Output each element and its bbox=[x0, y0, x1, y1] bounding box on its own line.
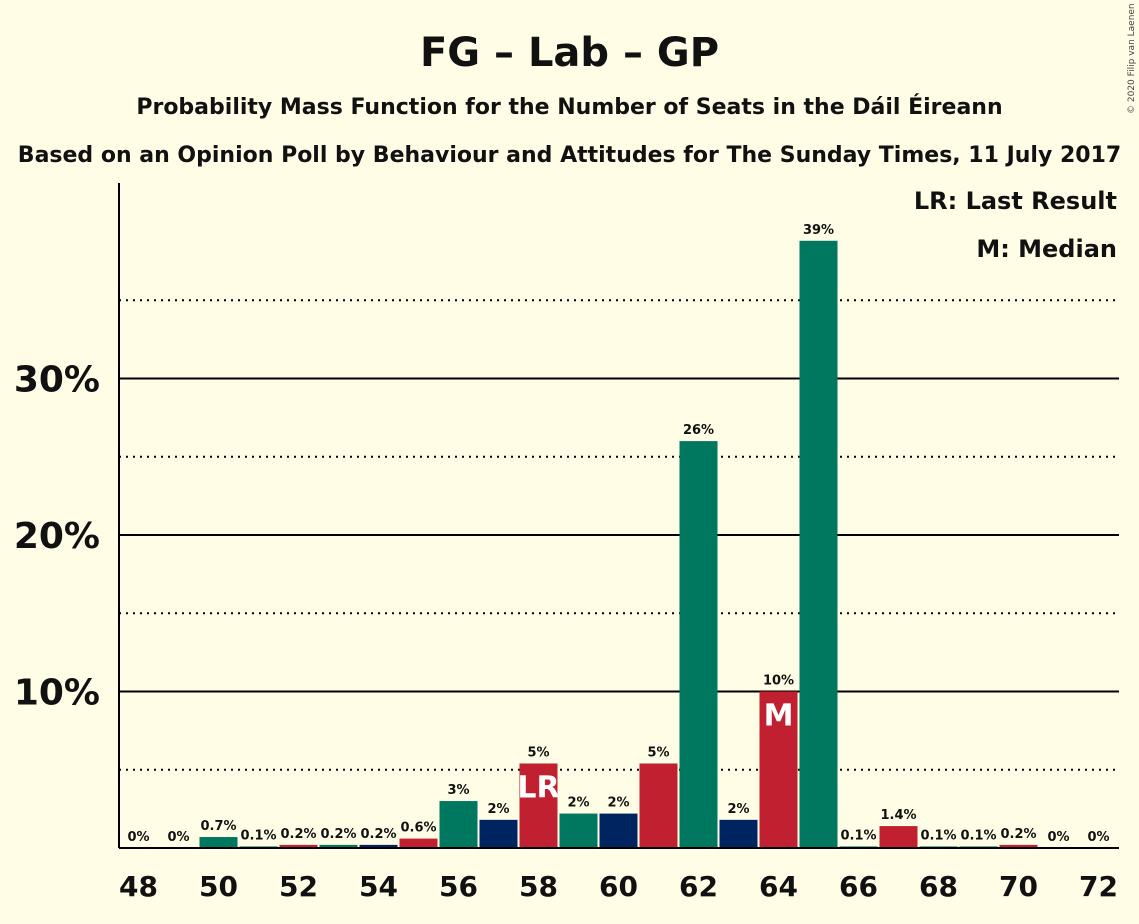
copyright-note: © 2020 Filip van Laenen bbox=[1127, 3, 1137, 114]
x-tick-label: 52 bbox=[279, 870, 318, 903]
data-label: 2% bbox=[487, 802, 509, 817]
bar bbox=[319, 844, 358, 848]
x-tick-label: 70 bbox=[999, 870, 1038, 903]
data-label: 0.6% bbox=[400, 821, 436, 836]
bar bbox=[519, 763, 558, 848]
bar bbox=[399, 838, 438, 848]
x-tick-label: 58 bbox=[519, 870, 558, 903]
legend-median: M: Median bbox=[976, 235, 1117, 263]
legend-last-result: LR: Last Result bbox=[914, 187, 1117, 215]
data-label: 0.1% bbox=[240, 828, 276, 843]
x-tick-label: 68 bbox=[919, 870, 958, 903]
data-label: 0.7% bbox=[200, 819, 236, 834]
x-tick-label: 72 bbox=[1079, 870, 1118, 903]
x-tick-label: 64 bbox=[759, 870, 798, 903]
y-tick-label: 20% bbox=[14, 516, 100, 557]
chart-subtitle: Probability Mass Function for the Number… bbox=[136, 94, 1002, 120]
data-label: 2% bbox=[567, 796, 589, 811]
data-label: 0% bbox=[127, 830, 149, 845]
data-label: 0% bbox=[1087, 830, 1109, 845]
bar bbox=[559, 813, 598, 848]
median-marker: M bbox=[764, 699, 794, 734]
x-tick-label: 66 bbox=[839, 870, 878, 903]
bar bbox=[679, 441, 718, 848]
bars-group: 0% 0% 0.7% 0.1% 0.2% 0.2% 0.2% 0.6% 3% 2% 5% LR 2% 2%… bbox=[127, 223, 1110, 848]
bar bbox=[479, 819, 518, 848]
x-tick-label: 50 bbox=[199, 870, 238, 903]
bar bbox=[799, 240, 838, 848]
x-ticks: 48 50 52 54 56 58 60 62 64 66 68 70 72 bbox=[119, 870, 1118, 903]
data-label: 0.1% bbox=[840, 828, 876, 843]
grid-lines bbox=[119, 299, 1119, 771]
x-tick-label: 56 bbox=[439, 870, 478, 903]
x-tick-label: 60 bbox=[599, 870, 638, 903]
data-label: 5% bbox=[527, 745, 549, 760]
data-label: 0.2% bbox=[280, 827, 316, 842]
data-label: 2% bbox=[607, 796, 629, 811]
data-label: 0.2% bbox=[1000, 827, 1036, 842]
y-ticks: 10% 20% 30% bbox=[14, 360, 100, 714]
bar bbox=[759, 691, 798, 848]
bar bbox=[639, 763, 678, 848]
data-label: 3% bbox=[447, 783, 469, 798]
bar bbox=[359, 844, 398, 848]
data-label: 0% bbox=[167, 830, 189, 845]
data-label: 5% bbox=[647, 745, 669, 760]
bar bbox=[719, 819, 758, 848]
data-label: 2% bbox=[727, 802, 749, 817]
data-label: 0.1% bbox=[920, 828, 956, 843]
data-label: 26% bbox=[683, 423, 714, 438]
x-tick-label: 48 bbox=[119, 870, 158, 903]
data-label: 0.2% bbox=[320, 827, 356, 842]
chart-subtitle-poll: Based on an Opinion Poll by Behaviour an… bbox=[18, 143, 1121, 168]
bar bbox=[879, 826, 918, 848]
bar bbox=[999, 844, 1038, 848]
data-label: 0.2% bbox=[360, 827, 396, 842]
data-label: 1.4% bbox=[880, 808, 916, 823]
last-result-marker: LR bbox=[517, 770, 559, 805]
x-tick-label: 54 bbox=[359, 870, 398, 903]
data-label: 39% bbox=[803, 223, 834, 238]
data-label: 0.1% bbox=[960, 828, 996, 843]
x-tick-label: 62 bbox=[679, 870, 718, 903]
y-tick-label: 10% bbox=[14, 673, 100, 714]
bar bbox=[599, 813, 638, 848]
data-label: 10% bbox=[763, 674, 794, 689]
data-label: 0% bbox=[1047, 830, 1069, 845]
y-tick-label: 30% bbox=[14, 360, 100, 401]
bar bbox=[279, 844, 318, 848]
chart-title: FG – Lab – GP bbox=[420, 30, 719, 76]
bar bbox=[199, 837, 238, 848]
bar bbox=[439, 801, 478, 848]
